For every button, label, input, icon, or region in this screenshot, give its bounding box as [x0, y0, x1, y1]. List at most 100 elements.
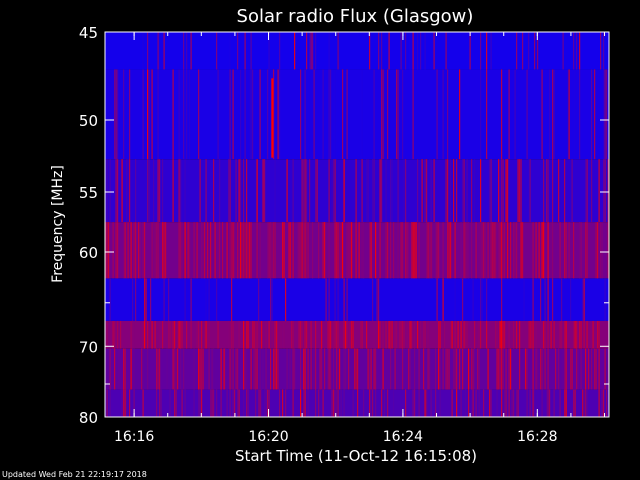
emission-spike	[349, 348, 351, 390]
emission-spike	[490, 159, 492, 223]
emission-spike	[157, 348, 159, 390]
emission-spike	[328, 348, 330, 390]
emission-spike	[244, 222, 246, 279]
emission-spike	[321, 320, 323, 349]
emission-spike	[436, 222, 438, 279]
emission-spike	[283, 222, 285, 279]
emission-spike	[330, 320, 332, 349]
emission-spike	[318, 389, 320, 417]
emission-spike	[586, 389, 588, 417]
emission-spike	[184, 278, 186, 321]
emission-spike	[129, 69, 131, 160]
emission-spike	[120, 320, 122, 349]
emission-spike	[462, 159, 464, 223]
emission-spike	[130, 320, 132, 349]
emission-spike	[565, 389, 567, 417]
emission-spike	[501, 348, 503, 390]
emission-spike	[537, 389, 539, 417]
emission-spike	[472, 278, 474, 321]
emission-spike	[595, 222, 597, 279]
emission-spike	[183, 348, 185, 390]
emission-spike	[238, 389, 240, 417]
emission-spike	[238, 222, 240, 279]
emission-spike	[279, 32, 281, 70]
plot-frame	[104, 31, 610, 418]
emission-spike	[126, 222, 128, 279]
emission-spike	[172, 320, 174, 349]
emission-spike	[409, 32, 411, 70]
emission-spike	[588, 348, 590, 390]
emission-spike	[307, 389, 309, 417]
emission-spike	[474, 159, 476, 223]
emission-spike	[547, 389, 549, 417]
emission-spike	[421, 159, 423, 223]
emission-spike	[274, 222, 276, 279]
emission-spike	[127, 159, 129, 223]
emission-spike	[343, 278, 345, 321]
emission-spike	[159, 348, 161, 390]
x-tick-label: 16:28	[517, 429, 557, 445]
emission-spike	[243, 159, 245, 223]
emission-spike	[505, 348, 507, 390]
emission-spike	[156, 389, 158, 417]
emission-spike	[213, 159, 215, 223]
emission-spike	[127, 222, 129, 279]
emission-spike	[381, 159, 383, 223]
emission-spike	[529, 159, 531, 223]
emission-spike	[165, 222, 167, 279]
emission-spike	[217, 69, 219, 160]
emission-spike	[501, 222, 503, 279]
emission-spike	[475, 389, 477, 417]
emission-spike	[247, 389, 249, 417]
emission-spike	[129, 389, 131, 417]
emission-spike	[349, 320, 351, 349]
emission-spike	[270, 348, 272, 390]
emission-spike	[586, 222, 588, 279]
emission-spike	[606, 69, 608, 160]
emission-spike	[522, 32, 524, 70]
emission-spike	[331, 320, 333, 349]
emission-spike	[390, 159, 392, 223]
emission-spike	[507, 389, 509, 417]
emission-spike	[265, 348, 267, 390]
emission-spike	[523, 348, 525, 390]
emission-spike	[343, 348, 345, 390]
emission-spike	[375, 222, 377, 279]
emission-spike	[414, 348, 416, 390]
emission-spike	[213, 348, 215, 390]
emission-spike	[336, 389, 338, 417]
emission-spike	[501, 389, 503, 417]
emission-spike	[231, 222, 233, 279]
emission-spike	[312, 32, 314, 70]
emission-spike	[238, 320, 240, 349]
emission-spike	[322, 389, 324, 417]
emission-spike	[252, 320, 254, 349]
emission-spike	[220, 389, 222, 417]
emission-spike	[502, 348, 504, 390]
emission-spike	[561, 278, 563, 321]
emission-spike	[490, 32, 492, 70]
emission-spike	[243, 320, 245, 349]
emission-spike	[496, 320, 498, 349]
emission-spike	[250, 69, 252, 160]
emission-spike	[478, 222, 480, 279]
emission-spike	[204, 320, 206, 349]
emission-spike	[187, 222, 189, 279]
emission-spike	[535, 348, 537, 390]
emission-spike	[537, 32, 539, 70]
emission-spike	[351, 320, 353, 349]
emission-spike	[387, 222, 389, 279]
emission-spike	[490, 222, 492, 279]
emission-spike	[547, 320, 549, 349]
emission-spike	[252, 69, 254, 160]
emission-spike	[570, 278, 572, 321]
emission-spike	[177, 320, 179, 349]
emission-spike	[447, 159, 449, 223]
emission-spike	[478, 389, 480, 417]
emission-spike	[465, 389, 467, 417]
emission-spike	[255, 348, 257, 390]
emission-spike	[310, 320, 312, 349]
emission-spike	[445, 159, 447, 223]
emission-spike	[253, 348, 255, 390]
emission-spike	[466, 159, 468, 223]
